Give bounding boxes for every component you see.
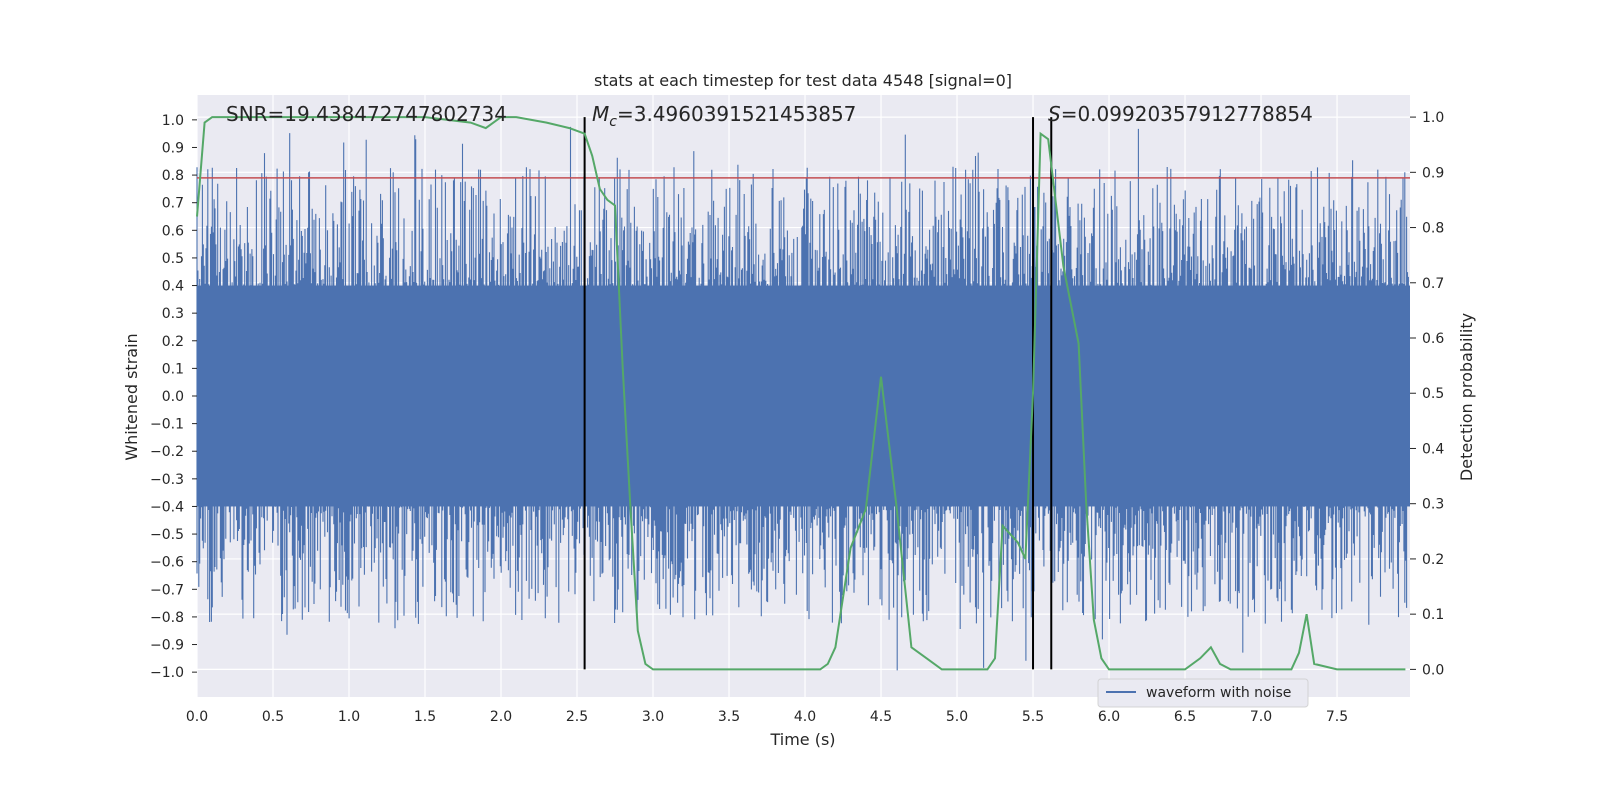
left-y-tick-label: 0.5 <box>162 251 184 267</box>
left-y-tick-label: −0.8 <box>150 610 184 626</box>
s-annotation: S=0.09920357912778854 <box>1048 102 1313 126</box>
x-tick-label: 6.5 <box>1174 709 1196 725</box>
left-y-tick-label: 0.6 <box>162 223 184 239</box>
right-y-tick-label: 0.5 <box>1422 386 1444 402</box>
right-y-tick-label: 0.2 <box>1422 552 1444 568</box>
left-y-axis-label: Whitened strain <box>122 333 141 460</box>
waveform-line <box>196 126 1410 671</box>
right-y-tick-label: 0.1 <box>1422 607 1444 623</box>
waveform-series <box>196 126 1410 671</box>
left-y-axis-ticks: 1.0 0.9 0.8 0.7 0.6 0.5 0.4 0.3 0.2 0.1 0.0 −0.1 −0.… <box>150 113 197 681</box>
chirp-mass-subscript: c <box>609 114 617 130</box>
legend-box <box>1097 678 1309 708</box>
left-y-tick-label: 0.9 <box>162 140 184 156</box>
x-tick-label: 4.5 <box>870 709 892 725</box>
right-y-tick-label: 0.3 <box>1422 497 1444 513</box>
right-y-tick-label: 0.4 <box>1422 441 1444 457</box>
x-axis-label: Time (s) <box>769 730 835 749</box>
right-y-tick-label: 1.0 <box>1422 110 1444 126</box>
right-y-axis-ticks: 1.0 0.9 0.8 0.7 0.6 0.5 0.4 0.3 0.2 0.1 0.0 <box>1410 110 1444 678</box>
chirp-mass-value: =3.4960391521453857 <box>617 102 856 126</box>
left-y-tick-label: −0.9 <box>150 638 184 654</box>
left-y-tick-label: 0.1 <box>162 361 184 377</box>
left-y-tick-label: −0.2 <box>150 444 184 460</box>
probability-line <box>196 116 1406 671</box>
legend-label: waveform with noise <box>1146 685 1291 701</box>
left-y-tick-label: −0.7 <box>150 582 184 598</box>
x-tick-label: 3.0 <box>642 709 664 725</box>
x-tick-label: 0.5 <box>262 709 284 725</box>
right-y-tick-label: 0.8 <box>1422 221 1444 237</box>
chirp-mass-symbol: M <box>592 102 609 126</box>
right-y-tick-label: 0.0 <box>1422 662 1444 678</box>
left-y-tick-label: −0.6 <box>150 555 184 571</box>
x-tick-label: 2.0 <box>490 709 512 725</box>
left-y-tick-label: 0.8 <box>162 168 184 184</box>
x-tick-label: 5.0 <box>946 709 968 725</box>
s-symbol: S <box>1048 102 1061 126</box>
x-axis-ticks: 0.0 0.5 1.0 1.5 2.0 2.5 3.0 3.5 4.0 4.5 5.0 5.5 6.0 6… <box>186 709 1348 725</box>
x-tick-label: 3.5 <box>718 709 740 725</box>
left-y-tick-label: −0.3 <box>150 472 184 488</box>
left-y-tick-label: −0.4 <box>150 499 184 515</box>
left-y-tick-label: 0.2 <box>162 334 184 350</box>
x-tick-label: 6.0 <box>1098 709 1120 725</box>
chirp-mass-annotation: Mc=3.4960391521453857 <box>592 102 856 130</box>
snr-annotation: SNR=19.438472747802734 <box>226 102 507 126</box>
left-y-tick-label: 0.3 <box>162 306 184 322</box>
chart-title: stats at each timestep for test data 454… <box>594 71 1012 90</box>
x-tick-label: 7.0 <box>1250 709 1272 725</box>
x-tick-label: 7.5 <box>1326 709 1348 725</box>
right-y-tick-label: 0.9 <box>1422 165 1444 181</box>
right-y-tick-label: 0.7 <box>1422 276 1444 292</box>
x-tick-label: 5.5 <box>1022 709 1044 725</box>
s-value: =0.09920357912778854 <box>1061 102 1313 126</box>
x-tick-label: 1.5 <box>414 709 436 725</box>
right-y-tick-label: 0.6 <box>1422 331 1444 347</box>
x-tick-label: 0.0 <box>186 709 208 725</box>
probability-series <box>196 116 1406 671</box>
left-y-tick-label: 0.4 <box>162 279 184 295</box>
x-tick-label: 4.0 <box>794 709 816 725</box>
x-tick-label: 2.5 <box>566 709 588 725</box>
left-y-tick-label: −1.0 <box>150 665 184 681</box>
left-y-tick-label: 1.0 <box>162 113 184 129</box>
left-y-tick-label: 0.0 <box>162 389 184 405</box>
x-tick-label: 1.0 <box>338 709 360 725</box>
right-y-axis-label: Detection probability <box>1457 313 1476 481</box>
left-y-tick-label: 0.7 <box>162 196 184 212</box>
left-y-tick-label: −0.5 <box>150 527 184 543</box>
left-y-tick-label: −0.1 <box>150 417 184 433</box>
legend: waveform with noise <box>1097 678 1309 708</box>
